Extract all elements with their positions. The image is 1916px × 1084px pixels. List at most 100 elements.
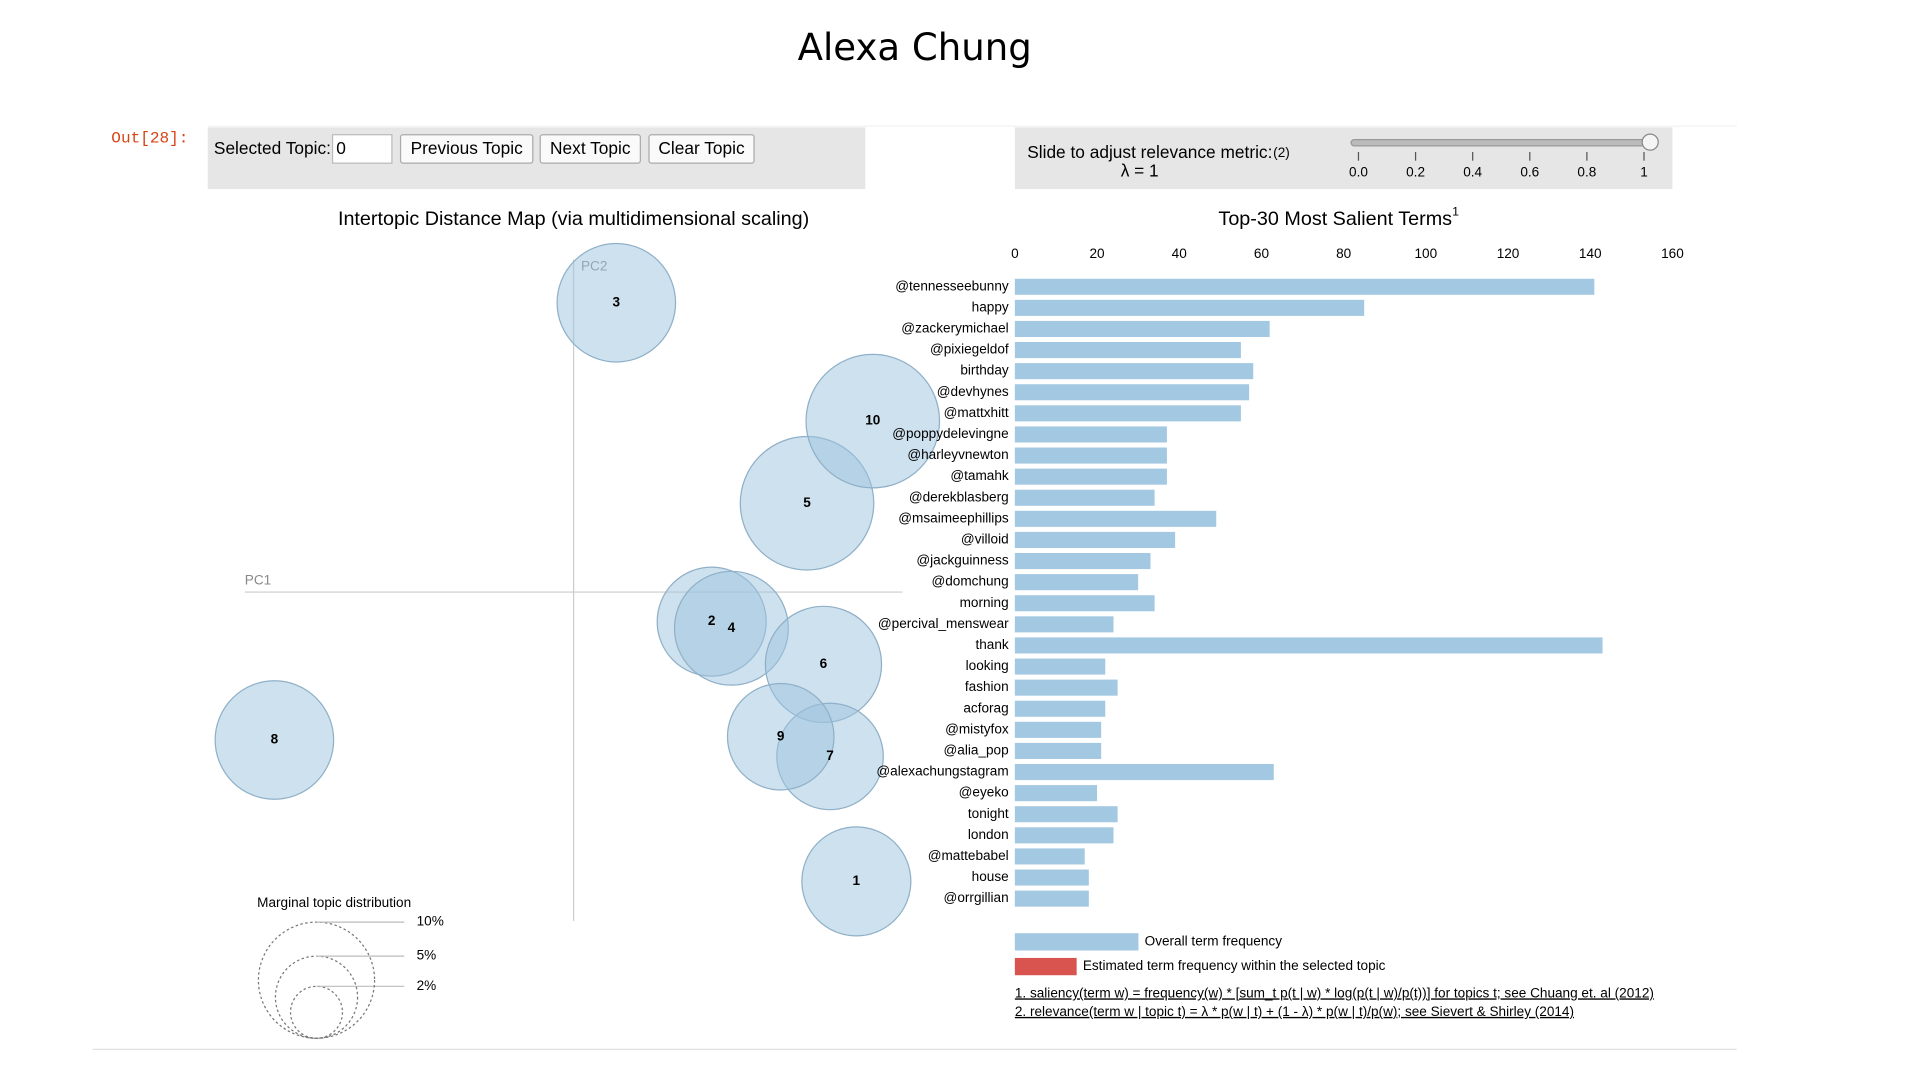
term-bar[interactable] bbox=[1014, 658, 1106, 675]
topic-label: 10 bbox=[865, 413, 880, 428]
topic-panel bbox=[207, 127, 866, 190]
input-value[interactable]: 0 bbox=[336, 138, 346, 158]
legend-swatch bbox=[1014, 933, 1139, 951]
term-label: @mistyfox bbox=[945, 721, 1009, 736]
size-legend-circle bbox=[257, 921, 376, 1039]
term-label: happy bbox=[972, 299, 1009, 314]
lambda-value: λ = 1 bbox=[1121, 160, 1159, 180]
topic-bubble[interactable] bbox=[556, 242, 677, 363]
term-bar[interactable] bbox=[1014, 679, 1118, 696]
term-label: @tennesseebunny bbox=[895, 278, 1009, 293]
button-label[interactable]: Previous Topic bbox=[411, 138, 524, 158]
term-label: @msaimeephillips bbox=[898, 510, 1009, 525]
topic-label: 7 bbox=[826, 748, 834, 763]
topic-label: 6 bbox=[820, 656, 828, 671]
term-bar[interactable] bbox=[1014, 447, 1167, 464]
button-box[interactable] bbox=[539, 134, 641, 164]
term-bar[interactable] bbox=[1014, 278, 1595, 295]
term-bar[interactable] bbox=[1014, 299, 1365, 316]
topic-label: 9 bbox=[777, 728, 785, 743]
term-bar[interactable] bbox=[1014, 848, 1085, 865]
term-bar[interactable] bbox=[1014, 764, 1274, 781]
size-legend-label: 2% bbox=[417, 978, 437, 993]
term-bar[interactable] bbox=[1014, 510, 1217, 527]
size-legend-title: Marginal topic distribution bbox=[257, 895, 411, 910]
term-bar[interactable] bbox=[1014, 363, 1254, 380]
button-box[interactable] bbox=[648, 134, 755, 164]
term-label: @orrgillian bbox=[944, 890, 1009, 905]
term-bar[interactable] bbox=[1014, 553, 1151, 570]
slider-tick-label: 0.2 bbox=[1406, 165, 1425, 180]
x-tick-label: 60 bbox=[1254, 246, 1270, 261]
topic-bubble[interactable] bbox=[214, 680, 335, 800]
page-title: Alexa Chung bbox=[798, 26, 1032, 69]
term-bar[interactable] bbox=[1014, 384, 1250, 401]
term-label: @pixiegeldof bbox=[930, 342, 1009, 357]
chart-title: Top-30 Most Salient Terms1 bbox=[1218, 205, 1459, 230]
topic-bubble[interactable] bbox=[805, 353, 941, 489]
x-tick-label: 140 bbox=[1579, 246, 1602, 261]
term-bar[interactable] bbox=[1014, 742, 1102, 759]
term-bar[interactable] bbox=[1014, 785, 1098, 802]
term-label: @percival_menswear bbox=[878, 616, 1009, 631]
term-label: morning bbox=[960, 595, 1009, 610]
chart-title: Intertopic Distance Map (via multidimens… bbox=[338, 208, 809, 230]
term-bar[interactable] bbox=[1014, 700, 1106, 717]
term-bar[interactable] bbox=[1014, 595, 1155, 612]
button-label[interactable]: Next Topic bbox=[550, 138, 631, 158]
x-tick-label: 160 bbox=[1661, 246, 1684, 261]
term-label: @tamahk bbox=[950, 468, 1009, 483]
term-bar[interactable] bbox=[1014, 806, 1118, 823]
slider-tick-label: 0.0 bbox=[1349, 165, 1368, 180]
x-tick-label: 20 bbox=[1089, 246, 1105, 261]
term-label: @alia_pop bbox=[944, 743, 1009, 758]
term-label: thank bbox=[975, 637, 1008, 652]
topic-bubble[interactable] bbox=[726, 682, 835, 791]
cell-prompt: Out[28]: bbox=[111, 130, 188, 148]
slider-track bbox=[1350, 139, 1653, 147]
term-label: @domchung bbox=[931, 574, 1008, 589]
chart-title-note: 1 bbox=[1452, 205, 1459, 219]
button[interactable]: Next Topic bbox=[539, 134, 641, 164]
x-tick-label: 100 bbox=[1415, 246, 1438, 261]
term-bar[interactable] bbox=[1014, 342, 1241, 359]
term-label: @jackguinness bbox=[916, 553, 1008, 568]
term-label: @mattxhitt bbox=[944, 405, 1009, 420]
term-bar[interactable] bbox=[1014, 721, 1102, 738]
term-bar[interactable] bbox=[1014, 827, 1114, 844]
slider-knob[interactable] bbox=[1641, 133, 1659, 151]
term-bar[interactable] bbox=[1014, 890, 1089, 907]
term-bar[interactable] bbox=[1014, 531, 1176, 548]
button[interactable]: Previous Topic bbox=[399, 134, 534, 164]
size-legend-circle bbox=[274, 955, 359, 1039]
term-label: @eyeko bbox=[959, 785, 1009, 800]
term-bar[interactable] bbox=[1014, 405, 1241, 422]
size-legend-label: 5% bbox=[417, 948, 437, 963]
term-bar[interactable] bbox=[1014, 489, 1155, 506]
term-bar[interactable] bbox=[1014, 616, 1114, 633]
term-bar[interactable] bbox=[1014, 320, 1270, 337]
term-label: house bbox=[972, 869, 1009, 884]
term-label: looking bbox=[966, 658, 1009, 673]
term-bar[interactable] bbox=[1014, 574, 1139, 591]
term-label: london bbox=[968, 827, 1009, 842]
term-label: @mattebabel bbox=[928, 848, 1009, 863]
topic-bubble[interactable] bbox=[801, 826, 912, 937]
term-label: acforag bbox=[963, 700, 1008, 715]
term-bar[interactable] bbox=[1014, 468, 1167, 485]
size-legend-label: 10% bbox=[417, 914, 444, 929]
topic-label: 1 bbox=[853, 873, 861, 888]
button-box[interactable] bbox=[399, 134, 534, 164]
term-bar[interactable] bbox=[1014, 426, 1167, 443]
button[interactable]: Clear Topic bbox=[648, 134, 755, 164]
topic-label: 4 bbox=[728, 620, 736, 635]
slider-panel bbox=[1014, 127, 1673, 190]
term-label: tonight bbox=[968, 806, 1009, 821]
footnote: 2. relevance(term w | topic t) = λ * p(w… bbox=[1015, 1004, 1574, 1019]
term-bar[interactable] bbox=[1014, 637, 1603, 654]
input-box[interactable] bbox=[331, 134, 393, 164]
term-bar[interactable] bbox=[1014, 869, 1089, 886]
slider-tick-label: 1 bbox=[1640, 165, 1648, 180]
topic-input[interactable]: 0 bbox=[331, 134, 393, 164]
button-label[interactable]: Clear Topic bbox=[658, 138, 745, 158]
